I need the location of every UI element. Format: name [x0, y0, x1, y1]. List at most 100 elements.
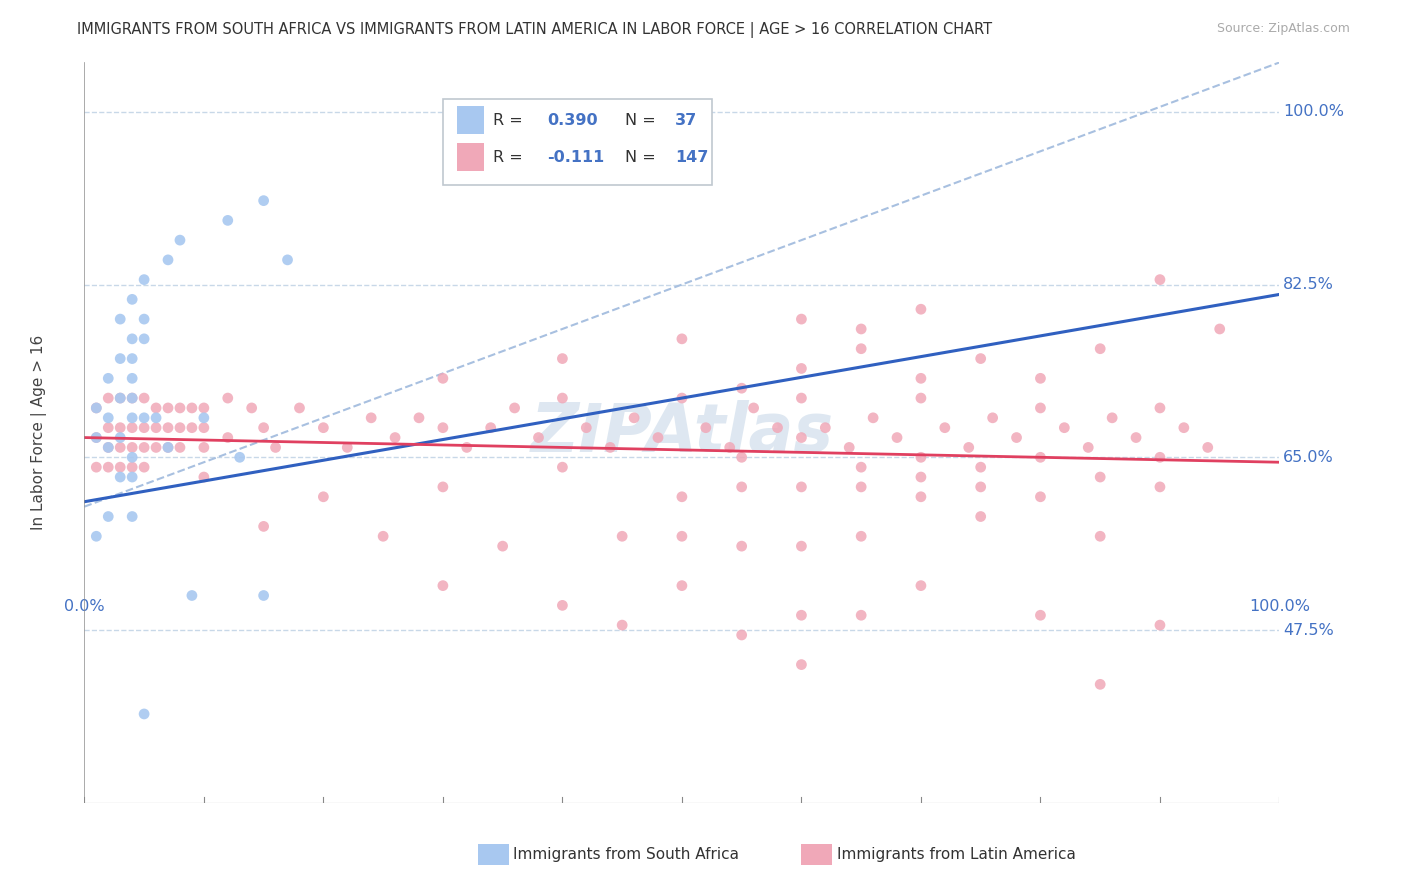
- Point: [718, 441, 741, 455]
- Point: [1173, 420, 1195, 434]
- Point: [432, 371, 454, 385]
- Point: [731, 450, 754, 465]
- Point: [121, 450, 143, 465]
- Point: [86, 401, 108, 415]
- Point: [790, 657, 813, 672]
- Point: [862, 410, 884, 425]
- Point: [253, 420, 276, 434]
- Point: [110, 391, 132, 405]
- Bar: [457, 143, 484, 171]
- Point: [970, 351, 993, 366]
- Point: [731, 480, 754, 494]
- Point: [671, 332, 693, 346]
- Point: [110, 391, 132, 405]
- Point: [121, 441, 143, 455]
- Point: [970, 460, 993, 475]
- Point: [132, 332, 156, 346]
- Text: IMMIGRANTS FROM SOUTH AFRICA VS IMMIGRANTS FROM LATIN AMERICA IN LABOR FORCE | A: IMMIGRANTS FROM SOUTH AFRICA VS IMMIGRAN…: [77, 22, 993, 38]
- Point: [910, 391, 932, 405]
- Point: [790, 361, 813, 376]
- Point: [910, 579, 932, 593]
- Point: [253, 589, 276, 603]
- Point: [492, 539, 515, 553]
- Point: [121, 420, 143, 434]
- Point: [132, 420, 156, 434]
- Point: [121, 410, 143, 425]
- Point: [193, 441, 215, 455]
- Point: [121, 509, 143, 524]
- Text: 82.5%: 82.5%: [1284, 277, 1334, 292]
- Point: [790, 480, 813, 494]
- Point: [671, 579, 693, 593]
- Point: [97, 420, 120, 434]
- Bar: [457, 106, 484, 135]
- Point: [169, 401, 191, 415]
- Point: [1029, 608, 1052, 623]
- Point: [1090, 342, 1112, 356]
- Point: [181, 401, 204, 415]
- Point: [121, 391, 143, 405]
- Point: [910, 450, 932, 465]
- Point: [790, 608, 813, 623]
- Point: [479, 420, 502, 434]
- Point: [432, 420, 454, 434]
- Text: Source: ZipAtlas.com: Source: ZipAtlas.com: [1216, 22, 1350, 36]
- Point: [551, 391, 574, 405]
- Point: [86, 401, 108, 415]
- Point: [277, 252, 299, 267]
- Point: [217, 213, 239, 227]
- Point: [110, 351, 132, 366]
- Point: [1029, 450, 1052, 465]
- Point: [1149, 272, 1171, 286]
- Text: R =: R =: [494, 112, 529, 128]
- Point: [1149, 618, 1171, 632]
- Point: [1209, 322, 1232, 336]
- Point: [97, 441, 120, 455]
- Point: [169, 420, 191, 434]
- Text: N =: N =: [624, 112, 661, 128]
- Point: [121, 371, 143, 385]
- Point: [575, 420, 598, 434]
- Point: [790, 391, 813, 405]
- Point: [132, 272, 156, 286]
- FancyBboxPatch shape: [443, 99, 711, 185]
- Point: [169, 233, 191, 247]
- Point: [264, 441, 287, 455]
- Point: [86, 529, 108, 543]
- Point: [121, 391, 143, 405]
- Point: [110, 441, 132, 455]
- Point: [766, 420, 789, 434]
- Text: Immigrants from Latin America: Immigrants from Latin America: [837, 847, 1076, 862]
- Point: [1149, 450, 1171, 465]
- Point: [1101, 410, 1123, 425]
- Text: In Labor Force | Age > 16: In Labor Force | Age > 16: [31, 335, 46, 530]
- Point: [181, 420, 204, 434]
- Point: [1005, 431, 1028, 445]
- Point: [551, 460, 574, 475]
- Point: [97, 371, 120, 385]
- Point: [790, 312, 813, 326]
- Point: [121, 332, 143, 346]
- Point: [312, 490, 335, 504]
- Point: [910, 490, 932, 504]
- Point: [110, 312, 132, 326]
- Point: [217, 391, 239, 405]
- Text: 100.0%: 100.0%: [1249, 599, 1310, 615]
- Point: [851, 342, 873, 356]
- Point: [838, 441, 860, 455]
- Point: [970, 480, 993, 494]
- Point: [86, 460, 108, 475]
- Point: [253, 194, 276, 208]
- Point: [121, 351, 143, 366]
- Point: [193, 410, 215, 425]
- Point: [312, 420, 335, 434]
- Text: ZIPAtlas: ZIPAtlas: [530, 400, 834, 466]
- Point: [193, 470, 215, 484]
- Point: [169, 441, 191, 455]
- Point: [1090, 529, 1112, 543]
- Text: 37: 37: [675, 112, 697, 128]
- Point: [97, 509, 120, 524]
- Text: N =: N =: [624, 150, 661, 165]
- Point: [1197, 441, 1219, 455]
- Point: [910, 302, 932, 317]
